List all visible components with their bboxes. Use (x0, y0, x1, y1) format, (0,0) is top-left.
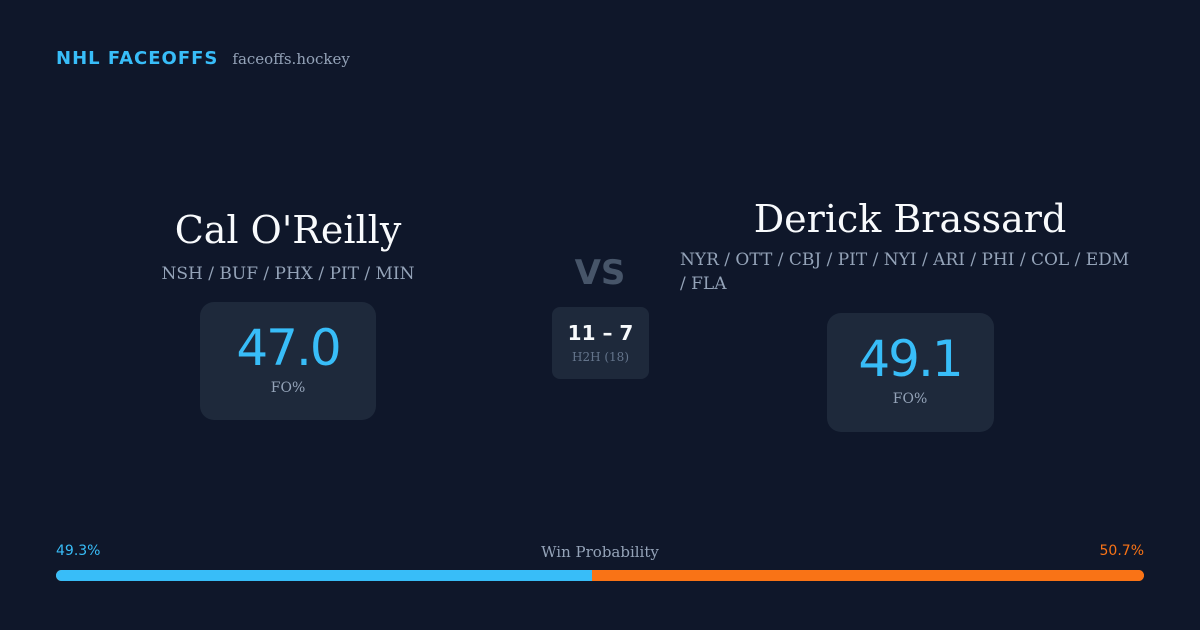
player-right-teams: NYR / OTT / CBJ / PIT / NYI / ARI / PHI … (680, 250, 1130, 294)
win-probability-left-value: 49.3% (56, 543, 101, 559)
player-left-teams: NSH / BUF / PHX / PIT / MIN (161, 264, 415, 284)
win-probability-right-value: 50.7% (1099, 543, 1144, 559)
player-left-stat-label: FO% (270, 380, 306, 396)
win-probability: 49.3% Win Probability 50.7% (56, 543, 1144, 581)
brand-title: NHL FACEOFFS (56, 48, 219, 69)
head-to-head-label: H2H (18) (571, 350, 629, 364)
win-probability-labels: 49.3% Win Probability 50.7% (56, 543, 1144, 563)
head-to-head-score: 11 – 7 (567, 321, 634, 345)
win-probability-bar (56, 570, 1144, 581)
brand-site: faceoffs.hockey (232, 50, 350, 68)
player-right-panel: Derick Brassard NYR / OTT / CBJ / PIT / … (680, 194, 1140, 432)
player-right-faceoff-percentage: 49.1 (858, 330, 963, 388)
player-left-stat-card: 47.0 FO% (200, 302, 376, 420)
player-left-faceoff-percentage: 47.0 (236, 319, 341, 377)
player-right-stat-label: FO% (892, 391, 928, 407)
player-left-panel: Cal O'Reilly NSH / BUF / PHX / PIT / MIN… (150, 205, 426, 420)
head-to-head-card: 11 – 7 H2H (18) (552, 307, 649, 379)
player-right-name: Derick Brassard (753, 197, 1067, 241)
player-left-name: Cal O'Reilly (174, 208, 402, 252)
win-probability-title: Win Probability (541, 543, 659, 561)
brand-header: NHL FACEOFFS faceoffs.hockey (56, 48, 350, 69)
player-right-stat-card: 49.1 FO% (826, 313, 994, 432)
win-probability-bar-right-fill (592, 570, 1144, 581)
win-probability-bar-left-fill (56, 570, 593, 581)
versus-label: VS (574, 253, 626, 293)
